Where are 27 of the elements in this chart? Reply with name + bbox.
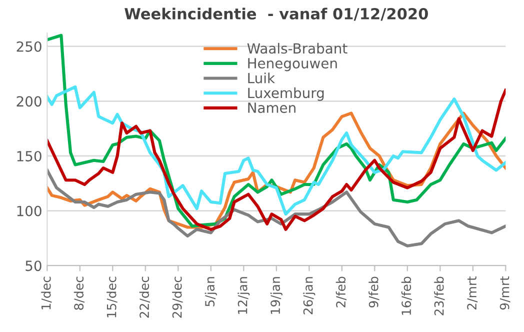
x-tick-label: 5/jan — [204, 277, 217, 306]
x-tick-label: 23/feb — [434, 276, 445, 316]
y-tick-label: 100 — [17, 206, 42, 216]
y-tick-label: 150 — [17, 150, 42, 162]
x-tick-label: 16/feb — [401, 276, 412, 315]
x-tick-label: 12/jan — [238, 277, 250, 314]
y-tick-label: 250 — [16, 41, 42, 52]
legend-label: Luxemburg — [248, 87, 324, 101]
y-tick-label: 50 — [26, 260, 42, 272]
x-tick-label: 1/dec — [41, 276, 52, 310]
legend-label: Henegouwen — [248, 58, 337, 72]
x-tick-label: 8/dec — [74, 276, 85, 310]
legend-label: Luik — [248, 72, 276, 84]
y-tick-label: 200 — [16, 96, 42, 107]
x-tick-label: 29/dec — [172, 276, 183, 318]
legend-label: Namen — [248, 102, 296, 113]
x-tick-label: 9/feb — [368, 276, 380, 308]
legend-label: Waals-Brabant — [247, 42, 348, 54]
x-tick-label: 2/feb — [336, 276, 347, 308]
x-tick-label: 26/jan — [303, 277, 316, 314]
chart-title: Weekincidentie - vanaf 01/12/2020 — [124, 8, 428, 21]
x-tick-label: 2/mrt — [467, 276, 478, 310]
x-tick-label: 22/dec — [139, 276, 150, 318]
line-series — [47, 168, 506, 248]
x-tick-label: 19/jan — [270, 277, 282, 314]
x-tick-label: 9/mrt — [500, 276, 510, 310]
x-tick-label: 15/dec — [106, 276, 118, 318]
